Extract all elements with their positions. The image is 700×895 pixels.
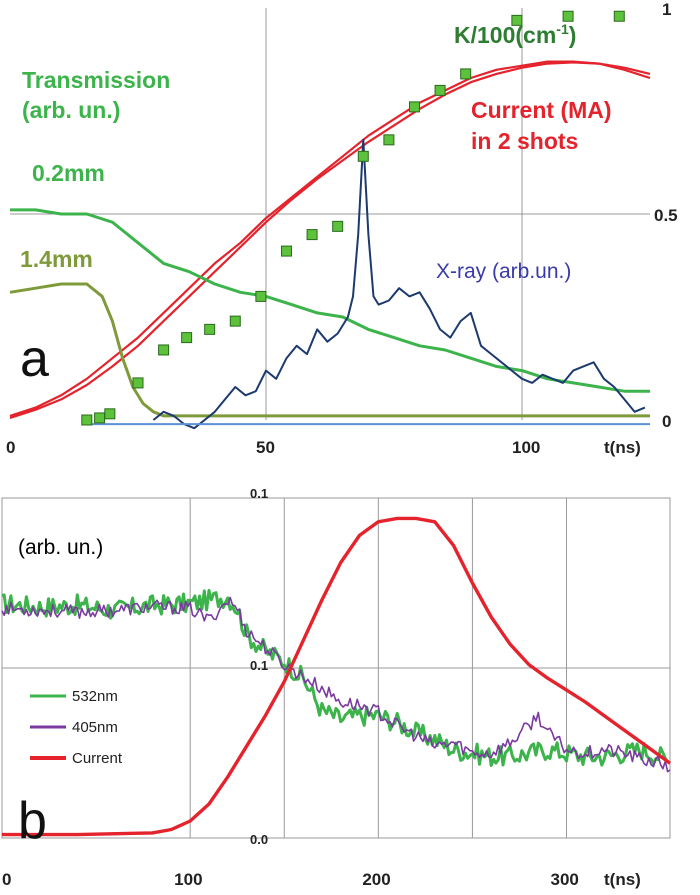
k-point-12 bbox=[357, 150, 369, 162]
panel-a-letter: a bbox=[20, 330, 49, 388]
panel-b-x-tick-0: 0 bbox=[2, 870, 11, 889]
k-point-15 bbox=[434, 84, 446, 96]
k-point-14 bbox=[408, 101, 420, 113]
panel-a-x-axis-label: t(ns) bbox=[604, 438, 641, 457]
panel-b-series bbox=[1, 516, 671, 837]
k-point-1 bbox=[94, 412, 106, 424]
panel-b-x-tick-1: 100 bbox=[174, 870, 202, 889]
k-point-11 bbox=[332, 220, 344, 232]
panel-b-ticks: 0 100 200 300 t(ns) 0.0 0.1 0.1 bbox=[2, 486, 641, 889]
panel-a-right-y-tick-1: 0.5 bbox=[654, 206, 678, 225]
transmission-label: Transmission bbox=[22, 67, 170, 93]
k-point-6 bbox=[204, 323, 216, 335]
series-current-shot1 bbox=[9, 60, 651, 417]
panel-b-y-tick-1: 0.1 bbox=[250, 658, 268, 673]
panel-a-x-tick-0: 0 bbox=[6, 438, 15, 457]
panel-a-x-tick-1: 50 bbox=[256, 438, 275, 457]
k-point-19 bbox=[613, 10, 625, 22]
panel-b-y-annotation: (arb. un.) bbox=[18, 536, 103, 559]
panel-a: 0 50 100 t(ns) 0 0.5 1 K/100(cm-1) Transmissio… bbox=[6, 0, 678, 457]
k-point-13 bbox=[383, 134, 395, 146]
k-point-9 bbox=[280, 245, 292, 257]
xray-label: X-ray (arb.un.) bbox=[436, 260, 571, 283]
series-xray bbox=[152, 138, 646, 430]
panel-b-letter: b bbox=[18, 792, 47, 850]
k-point-4 bbox=[158, 344, 170, 356]
panel-a-x-tick-2: 100 bbox=[512, 438, 540, 457]
k-point-2 bbox=[104, 408, 116, 420]
panel-a-series bbox=[9, 60, 651, 430]
k-point-10 bbox=[306, 229, 318, 241]
transmission-unit-label: (arb. un.) bbox=[22, 97, 120, 123]
k-point-8 bbox=[255, 290, 267, 302]
panel-b-x-axis-label: t(ns) bbox=[604, 870, 641, 889]
k-point-7 bbox=[229, 315, 241, 327]
series-current bbox=[2, 516, 671, 837]
series-nm405 bbox=[1, 596, 671, 773]
panel-a-grid bbox=[10, 8, 650, 420]
k-point-3 bbox=[132, 377, 144, 389]
panel-a-right-y-tick-0: 0 bbox=[662, 412, 671, 431]
legend-entry-532nm: 532nm bbox=[72, 688, 118, 705]
series-transmission-14mm bbox=[9, 282, 650, 418]
k-point-0 bbox=[81, 414, 93, 426]
panel-b-legend: 532nm 405nm Current bbox=[30, 688, 123, 767]
panel-b-y-tick-2: 0.1 bbox=[250, 486, 268, 501]
label-1-4mm: 1.4mm bbox=[20, 246, 93, 272]
series-nm532 bbox=[1, 588, 671, 767]
panel-a-k-points bbox=[81, 10, 625, 426]
panel-a-ticks: 0 50 100 t(ns) 0 0.5 1 bbox=[6, 0, 678, 457]
k-label: K/100(cm-1) bbox=[454, 21, 576, 48]
k-point-18 bbox=[562, 10, 574, 22]
k-point-5 bbox=[181, 332, 193, 344]
panel-a-right-y-tick-2: 1 bbox=[662, 0, 671, 19]
current-shots-label: in 2 shots bbox=[471, 128, 578, 154]
legend-entry-current: Current bbox=[72, 750, 123, 767]
panel-b-y-tick-0: 0.0 bbox=[250, 832, 268, 847]
panel-b-grid bbox=[1, 497, 671, 839]
panel-b: 0 100 200 300 t(ns) 0.0 0.1 0.1 (arb. un.) 532n… bbox=[1, 486, 671, 889]
panel-b-x-tick-2: 200 bbox=[362, 870, 390, 889]
series-transmission-02mm bbox=[10, 208, 650, 393]
k-point-16 bbox=[460, 68, 472, 80]
series-current-shot2 bbox=[9, 61, 651, 419]
label-0-2mm: 0.2mm bbox=[32, 160, 105, 186]
k-point-17 bbox=[511, 14, 523, 26]
current-label: Current (MA) bbox=[471, 97, 612, 123]
panel-b-x-tick-3: 300 bbox=[551, 870, 579, 889]
legend-entry-405nm: 405nm bbox=[72, 719, 118, 736]
